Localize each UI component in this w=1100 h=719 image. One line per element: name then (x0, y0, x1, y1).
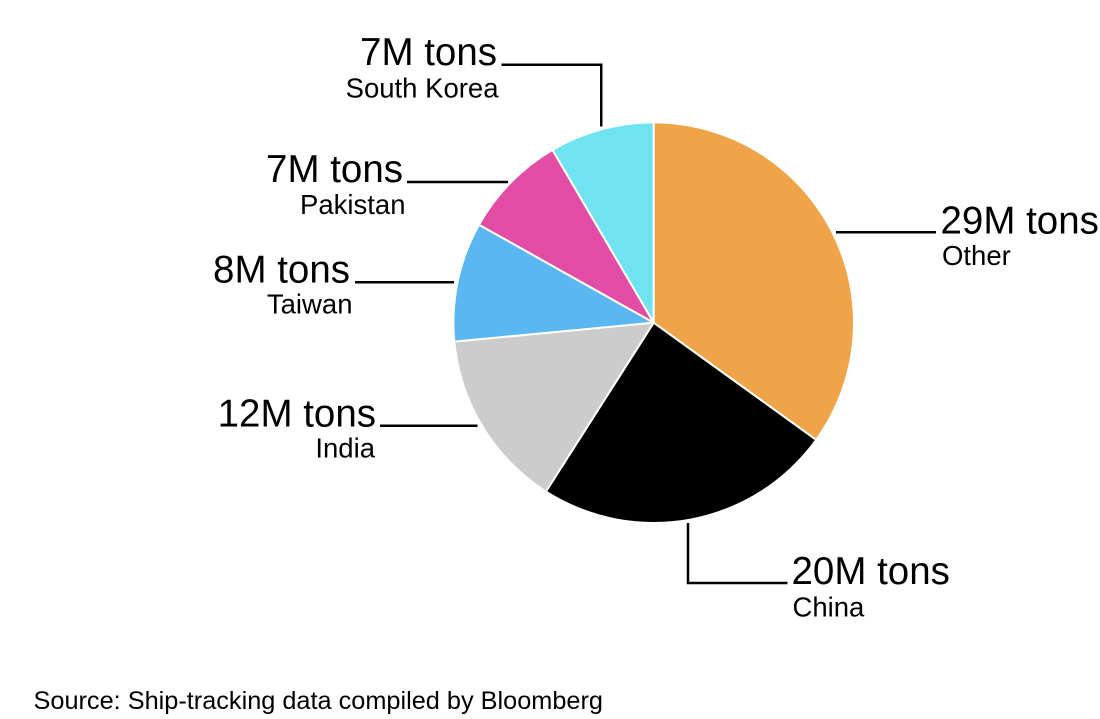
svg-text:29M tons: 29M tons (941, 200, 1099, 243)
svg-text:Pakistan: Pakistan (300, 189, 405, 220)
svg-text:South Korea: South Korea (346, 73, 500, 104)
svg-text:20M tons: 20M tons (792, 550, 950, 593)
svg-text:China: China (793, 592, 866, 623)
svg-text:7M tons: 7M tons (266, 148, 403, 191)
svg-text:India: India (315, 433, 375, 464)
svg-text:Taiwan: Taiwan (267, 289, 353, 320)
svg-text:Other: Other (942, 240, 1011, 271)
svg-text:12M tons: 12M tons (218, 393, 376, 436)
svg-text:Source: Ship-tracking data com: Source: Ship-tracking data compiled by B… (34, 687, 603, 714)
svg-text:8M tons: 8M tons (213, 249, 350, 292)
svg-text:7M tons: 7M tons (360, 31, 497, 74)
